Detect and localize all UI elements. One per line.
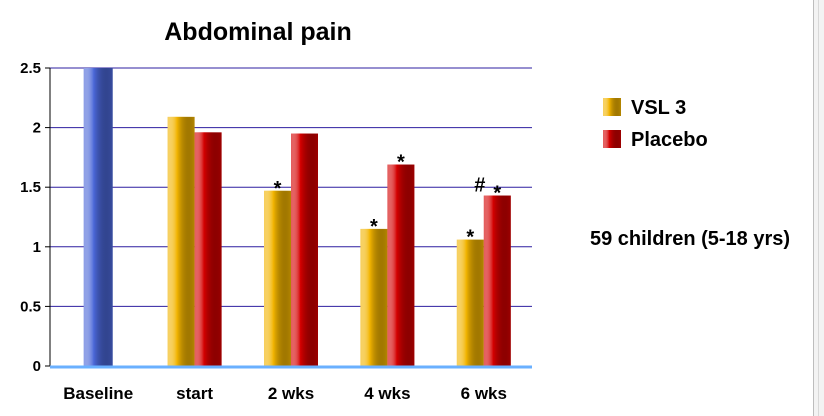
annotation-mark: # (474, 175, 485, 197)
y-tick-label: 2 (33, 120, 41, 137)
bar-vsl-3-4-wks (360, 228, 388, 366)
bar-baseline (83, 68, 113, 366)
y-tick-label: 1.5 (20, 179, 41, 196)
significance-annotations: * * * * * # (274, 152, 502, 249)
bars (83, 68, 511, 366)
legend: VSL 3 Placebo (603, 97, 708, 151)
x-tick-label: Baseline (63, 384, 133, 403)
legend-label: Placebo (631, 129, 708, 151)
annotation-mark: * (493, 183, 501, 205)
legend-item-vsl-3: VSL 3 (603, 97, 686, 119)
bar-vsl-3-start (167, 116, 195, 366)
legend-swatch (603, 98, 621, 116)
x-tick-label: 4 wks (364, 384, 410, 403)
y-tick-label: 0.5 (20, 298, 41, 315)
x-axis-categories: Baseline start 2 wks 4 wks 6 wks (63, 384, 507, 403)
legend-item-placebo: Placebo (603, 129, 708, 151)
bar-vsl-3-6-wks (456, 239, 484, 366)
annotation-mark: * (466, 227, 474, 249)
bar-vsl-3-2-wks (264, 190, 291, 366)
y-tick-label: 1 (33, 239, 41, 256)
bar-placebo-6-wks (483, 195, 511, 366)
sample-note: 59 children (5-18 yrs) (590, 228, 790, 250)
x-tick-label: start (176, 384, 213, 403)
x-tick-label: 2 wks (268, 384, 314, 403)
bar-placebo-4-wks (387, 164, 415, 366)
annotation-mark: * (370, 216, 378, 238)
legend-swatch (603, 130, 621, 148)
y-axis-ticks: 0 0.5 1 1.5 2 2.5 (20, 60, 51, 375)
bar-placebo-2-wks (291, 133, 318, 366)
legend-label: VSL 3 (631, 97, 686, 119)
chart-title: Abdominal pain (164, 18, 352, 46)
annotation-mark: * (274, 178, 282, 200)
window-edge (813, 0, 824, 416)
bar-placebo-start (194, 132, 222, 366)
y-tick-label: 0 (33, 358, 41, 375)
x-tick-label: 6 wks (461, 384, 507, 403)
annotation-mark: * (397, 152, 405, 174)
y-tick-label: 2.5 (20, 60, 41, 77)
